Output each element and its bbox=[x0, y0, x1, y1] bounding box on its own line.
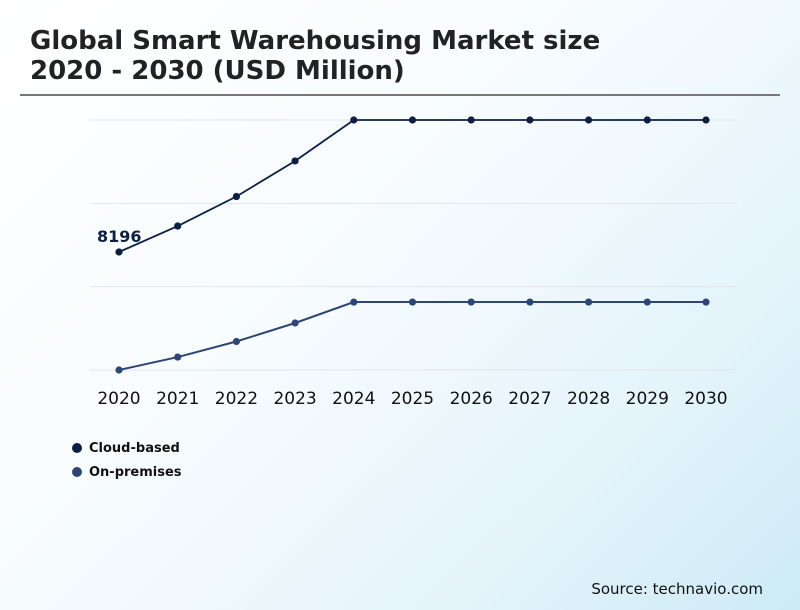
x-tick-label: 2025 bbox=[391, 389, 434, 409]
legend-item-cloud-based: Cloud-based bbox=[72, 436, 182, 460]
chart-title: Global Smart Warehousing Market size 202… bbox=[30, 26, 600, 86]
data-point bbox=[408, 298, 417, 306]
data-point bbox=[467, 298, 475, 306]
data-point bbox=[115, 366, 123, 374]
series-line-cloud-based bbox=[118, 119, 706, 253]
x-tick-label: 2021 bbox=[156, 389, 199, 409]
data-point bbox=[232, 337, 240, 346]
data-point bbox=[174, 353, 182, 361]
x-tick-label: 2027 bbox=[508, 389, 551, 409]
title-line-1: Global Smart Warehousing Market size bbox=[30, 26, 601, 56]
x-tick-label: 2022 bbox=[215, 389, 258, 409]
x-tick-label: 2026 bbox=[450, 389, 493, 409]
data-point bbox=[643, 116, 651, 124]
data-point bbox=[232, 192, 240, 201]
x-tick-label: 2024 bbox=[332, 389, 375, 409]
data-point bbox=[643, 298, 651, 306]
data-point bbox=[585, 298, 593, 306]
data-point bbox=[702, 298, 710, 306]
legend-label: Cloud-based bbox=[89, 440, 180, 456]
data-point bbox=[174, 222, 182, 230]
data-point bbox=[467, 116, 475, 124]
legend-item-on-premises: On-premises bbox=[72, 460, 182, 484]
source-note: Source: technavio.com bbox=[591, 580, 763, 598]
legend-label: On-premises bbox=[89, 464, 182, 480]
data-point bbox=[291, 319, 299, 327]
data-point bbox=[115, 248, 123, 256]
legend-marker-icon bbox=[72, 467, 82, 477]
data-point bbox=[291, 157, 299, 165]
data-point bbox=[526, 116, 534, 124]
data-label: 8196 bbox=[97, 227, 142, 246]
data-point bbox=[350, 116, 358, 124]
x-tick-label: 2030 bbox=[684, 389, 727, 409]
data-point bbox=[408, 116, 417, 124]
x-tick-label: 2028 bbox=[567, 389, 610, 409]
legend: Cloud-based On-premises bbox=[72, 436, 182, 484]
x-tick-label: 2020 bbox=[97, 389, 140, 409]
data-point bbox=[350, 298, 358, 306]
title-line-2: 2020 - 2030 (USD Million) bbox=[30, 56, 405, 86]
data-point bbox=[585, 116, 593, 124]
legend-marker-icon bbox=[72, 443, 82, 453]
x-tick-label: 2023 bbox=[273, 389, 316, 409]
series-line-on-premises bbox=[118, 301, 706, 371]
title-divider bbox=[20, 94, 780, 96]
data-point bbox=[702, 116, 710, 124]
data-point bbox=[526, 298, 534, 306]
x-tick-label: 2029 bbox=[626, 389, 669, 409]
